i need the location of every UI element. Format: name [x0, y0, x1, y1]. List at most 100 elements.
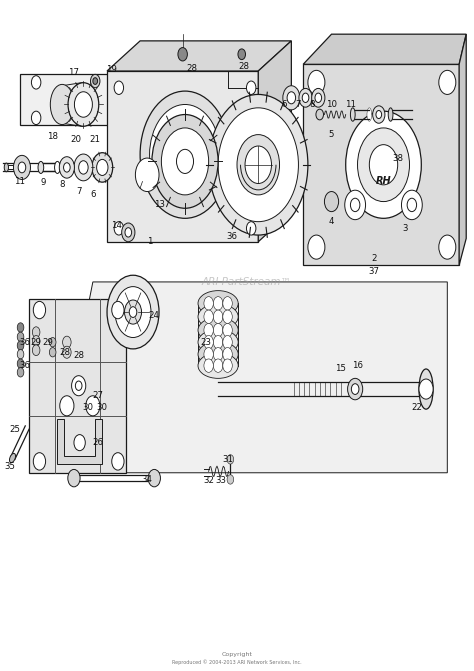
Circle shape — [316, 109, 323, 120]
Ellipse shape — [419, 369, 433, 409]
Circle shape — [140, 91, 230, 218]
Text: 2: 2 — [371, 254, 377, 263]
Circle shape — [376, 111, 382, 119]
Text: 6: 6 — [282, 100, 287, 109]
Text: 34: 34 — [142, 475, 153, 484]
Ellipse shape — [198, 342, 238, 367]
Text: 37: 37 — [369, 267, 380, 276]
Text: 31: 31 — [222, 455, 233, 464]
Circle shape — [86, 396, 100, 416]
Text: 4: 4 — [329, 217, 334, 226]
Circle shape — [59, 157, 74, 178]
Circle shape — [91, 74, 100, 88]
Circle shape — [223, 310, 232, 323]
Circle shape — [49, 338, 56, 347]
Text: 33: 33 — [215, 476, 227, 485]
Circle shape — [17, 323, 24, 332]
Ellipse shape — [198, 353, 238, 378]
Circle shape — [17, 368, 24, 377]
Polygon shape — [258, 41, 292, 242]
Circle shape — [63, 336, 71, 348]
Circle shape — [204, 359, 213, 372]
Circle shape — [33, 301, 46, 319]
Text: 7: 7 — [296, 100, 301, 109]
Ellipse shape — [198, 317, 238, 343]
Text: 5: 5 — [329, 130, 334, 139]
Circle shape — [401, 190, 422, 219]
Circle shape — [227, 475, 234, 484]
Circle shape — [223, 348, 232, 361]
Circle shape — [74, 435, 85, 451]
Text: 17: 17 — [68, 68, 80, 77]
Circle shape — [17, 350, 24, 359]
Ellipse shape — [9, 454, 16, 463]
Text: 9: 9 — [41, 178, 46, 187]
Circle shape — [227, 455, 234, 464]
Circle shape — [32, 327, 40, 338]
Circle shape — [283, 86, 300, 110]
Circle shape — [204, 348, 213, 361]
Circle shape — [31, 76, 41, 89]
Circle shape — [60, 396, 74, 416]
Circle shape — [112, 301, 124, 319]
Circle shape — [74, 154, 93, 180]
Ellipse shape — [68, 83, 99, 126]
Circle shape — [13, 156, 30, 179]
Circle shape — [213, 323, 223, 337]
Circle shape — [346, 111, 421, 218]
Text: 15: 15 — [336, 364, 346, 374]
Circle shape — [246, 81, 256, 95]
Circle shape — [107, 275, 159, 349]
Circle shape — [238, 49, 246, 60]
Text: 11: 11 — [345, 100, 356, 109]
Circle shape — [114, 221, 124, 235]
Ellipse shape — [74, 92, 92, 117]
Circle shape — [209, 95, 308, 235]
Circle shape — [97, 160, 108, 175]
Circle shape — [32, 336, 40, 346]
Text: 6: 6 — [90, 191, 96, 199]
Polygon shape — [55, 282, 447, 473]
Circle shape — [312, 89, 325, 107]
Ellipse shape — [4, 163, 9, 172]
Circle shape — [213, 297, 223, 310]
Ellipse shape — [350, 108, 355, 121]
Circle shape — [17, 332, 24, 342]
Circle shape — [72, 376, 86, 396]
Text: 26: 26 — [92, 438, 103, 447]
Text: 30: 30 — [97, 403, 108, 411]
Circle shape — [68, 470, 80, 487]
Polygon shape — [107, 71, 258, 242]
Text: ARI PartStream™: ARI PartStream™ — [201, 277, 292, 287]
Text: 24: 24 — [149, 311, 160, 320]
Polygon shape — [57, 419, 102, 464]
Text: 10: 10 — [326, 100, 337, 109]
Circle shape — [439, 70, 456, 95]
Circle shape — [129, 307, 137, 317]
Text: 8: 8 — [59, 180, 65, 189]
Circle shape — [204, 336, 213, 349]
Circle shape — [178, 48, 187, 61]
Text: RH: RH — [376, 176, 392, 187]
Circle shape — [213, 310, 223, 323]
Circle shape — [308, 70, 325, 95]
Circle shape — [213, 348, 223, 361]
Ellipse shape — [50, 85, 74, 125]
Circle shape — [324, 191, 338, 211]
Circle shape — [79, 161, 88, 174]
Circle shape — [112, 453, 124, 470]
Text: 29: 29 — [43, 338, 54, 347]
Circle shape — [407, 198, 417, 211]
Circle shape — [31, 111, 41, 125]
Polygon shape — [303, 34, 466, 64]
Text: 28: 28 — [187, 64, 198, 74]
Circle shape — [308, 235, 325, 259]
Circle shape — [18, 162, 26, 173]
Circle shape — [136, 158, 159, 191]
Circle shape — [213, 336, 223, 349]
Circle shape — [302, 93, 309, 103]
Polygon shape — [107, 41, 292, 71]
Text: 19: 19 — [106, 65, 117, 74]
Polygon shape — [303, 64, 459, 265]
Circle shape — [17, 359, 24, 368]
